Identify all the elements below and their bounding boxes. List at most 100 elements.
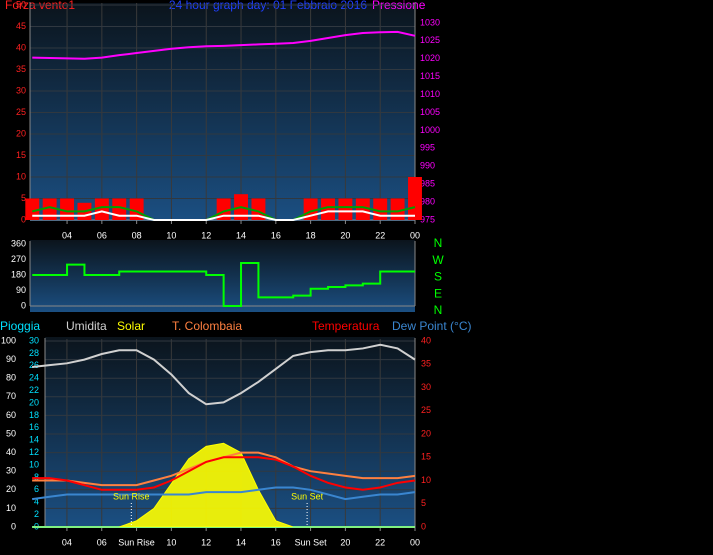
- y2-tick-label: 1025: [420, 35, 440, 45]
- legend-entry: Dew Point (°C): [392, 319, 471, 333]
- bar: [321, 198, 335, 220]
- x-tick-label: 18: [306, 230, 316, 240]
- y3-tick-label: 18: [29, 410, 39, 420]
- y2-tick-label: 15: [421, 452, 431, 462]
- x-tick-label: Sun Rise: [118, 537, 155, 547]
- x-tick-label: 14: [236, 230, 246, 240]
- bar: [355, 198, 370, 220]
- y2-tick-label: 10: [421, 475, 431, 485]
- y-tick-label: 50: [6, 428, 16, 438]
- y-tick-label: 180: [11, 269, 26, 279]
- y2-tick-label: 1010: [420, 89, 440, 99]
- y-tick-label: 90: [16, 285, 26, 295]
- y2-tick-label: 35: [421, 359, 431, 369]
- y-tick-label: 100: [1, 335, 16, 345]
- x-tick-label: 06: [97, 537, 107, 547]
- solar-area: [32, 442, 415, 528]
- series-line: [32, 456, 416, 491]
- y-tick-label: 50: [16, 0, 26, 9]
- y3-tick-label: 14: [29, 435, 39, 445]
- y2-tick-label: 1005: [420, 107, 440, 117]
- y2-tick-label: 40: [421, 335, 431, 345]
- y3-tick-label: 10: [29, 459, 39, 469]
- chart-title: 24 hour graph day: 01 Febbraio 2016: [169, 0, 367, 12]
- x-tick-label: 20: [340, 537, 350, 547]
- legend-entry: T. Colombaia: [172, 319, 242, 333]
- legend-entry: Solar: [117, 319, 145, 333]
- x-tick-label: 00: [410, 230, 420, 240]
- y2-tick-label: 1015: [420, 71, 440, 81]
- x-tick-label: 00: [410, 537, 420, 547]
- bar: [25, 198, 40, 220]
- y-tick-label: 80: [6, 373, 16, 383]
- y3-tick-label: 20: [29, 397, 39, 407]
- series-line: [31, 486, 416, 501]
- y3-tick-label: 16: [29, 422, 39, 432]
- y2-tick-label: 975: [420, 214, 435, 224]
- y-tick-label: 0: [11, 521, 16, 531]
- bar: [129, 198, 144, 220]
- annotation: Sun Rise: [113, 491, 150, 501]
- y3-tick-label: 30: [29, 335, 39, 345]
- y3-tick-label: 22: [29, 385, 39, 395]
- y-tick-label: 10: [16, 171, 26, 181]
- series-line: [32, 210, 415, 221]
- y3-tick-label: 2: [34, 509, 39, 519]
- x-tick-label: 10: [166, 230, 176, 240]
- annotation: Sun Set: [291, 491, 324, 501]
- y3-tick-label: 26: [29, 360, 39, 370]
- bar: [60, 198, 75, 220]
- y2-tick-label: 1000: [420, 125, 440, 135]
- y-tick-label: 30: [16, 85, 26, 95]
- x-tick-label: 06: [97, 230, 107, 240]
- y-axis-label: Forza vento1: [5, 0, 75, 12]
- x-tick-label: 10: [166, 537, 176, 547]
- y2-tick-label: 1030: [420, 17, 440, 27]
- x-tick-label: Sun Set: [295, 537, 328, 547]
- x-tick-label: 12: [201, 230, 211, 240]
- x-tick-label: 22: [375, 537, 385, 547]
- y3-tick-label: 24: [29, 373, 39, 383]
- y2-tick-label: 995: [420, 143, 435, 153]
- bar: [408, 177, 422, 220]
- x-tick-label: 04: [62, 230, 72, 240]
- y-tick-label: 20: [6, 484, 16, 494]
- y-tick-label: 10: [6, 503, 16, 513]
- series-line: [32, 343, 416, 406]
- y-tick-label: 60: [6, 410, 16, 420]
- direction-label: W: [432, 253, 444, 267]
- y2-tick-label: 985: [420, 179, 435, 189]
- y2-tick-label: 0: [421, 521, 426, 531]
- bar: [251, 198, 266, 220]
- series-line: [32, 206, 416, 221]
- y-tick-label: 45: [16, 21, 26, 31]
- y-tick-label: 40: [6, 447, 16, 457]
- y-tick-label: 0: [21, 300, 26, 310]
- x-tick-label: 16: [271, 537, 281, 547]
- y-tick-label: 20: [16, 128, 26, 138]
- x-tick-label: 22: [375, 230, 385, 240]
- x-tick-label: 16: [271, 230, 281, 240]
- y2-tick-label: 990: [420, 161, 435, 171]
- y3-tick-label: 8: [34, 472, 39, 482]
- y-tick-label: 270: [11, 254, 26, 264]
- bar: [42, 198, 57, 220]
- y2-tick-label: 20: [421, 428, 431, 438]
- legend-entry: Umidita: [66, 319, 107, 333]
- y2-tick-label: 25: [421, 405, 431, 415]
- y-tick-label: 40: [16, 42, 26, 52]
- bar: [338, 198, 353, 220]
- y3-tick-label: 4: [34, 497, 39, 507]
- direction-label: E: [434, 286, 442, 300]
- y-tick-label: 5: [21, 193, 26, 203]
- series-line: [32, 30, 416, 60]
- x-tick-label: 08: [132, 230, 142, 240]
- direction-label: S: [434, 270, 442, 284]
- series-line: [32, 261, 415, 307]
- y2-tick-label: 1020: [420, 53, 440, 63]
- bar: [94, 198, 109, 220]
- y2-tick-label: 30: [421, 382, 431, 392]
- x-tick-label: 14: [236, 537, 246, 547]
- bar: [216, 198, 231, 220]
